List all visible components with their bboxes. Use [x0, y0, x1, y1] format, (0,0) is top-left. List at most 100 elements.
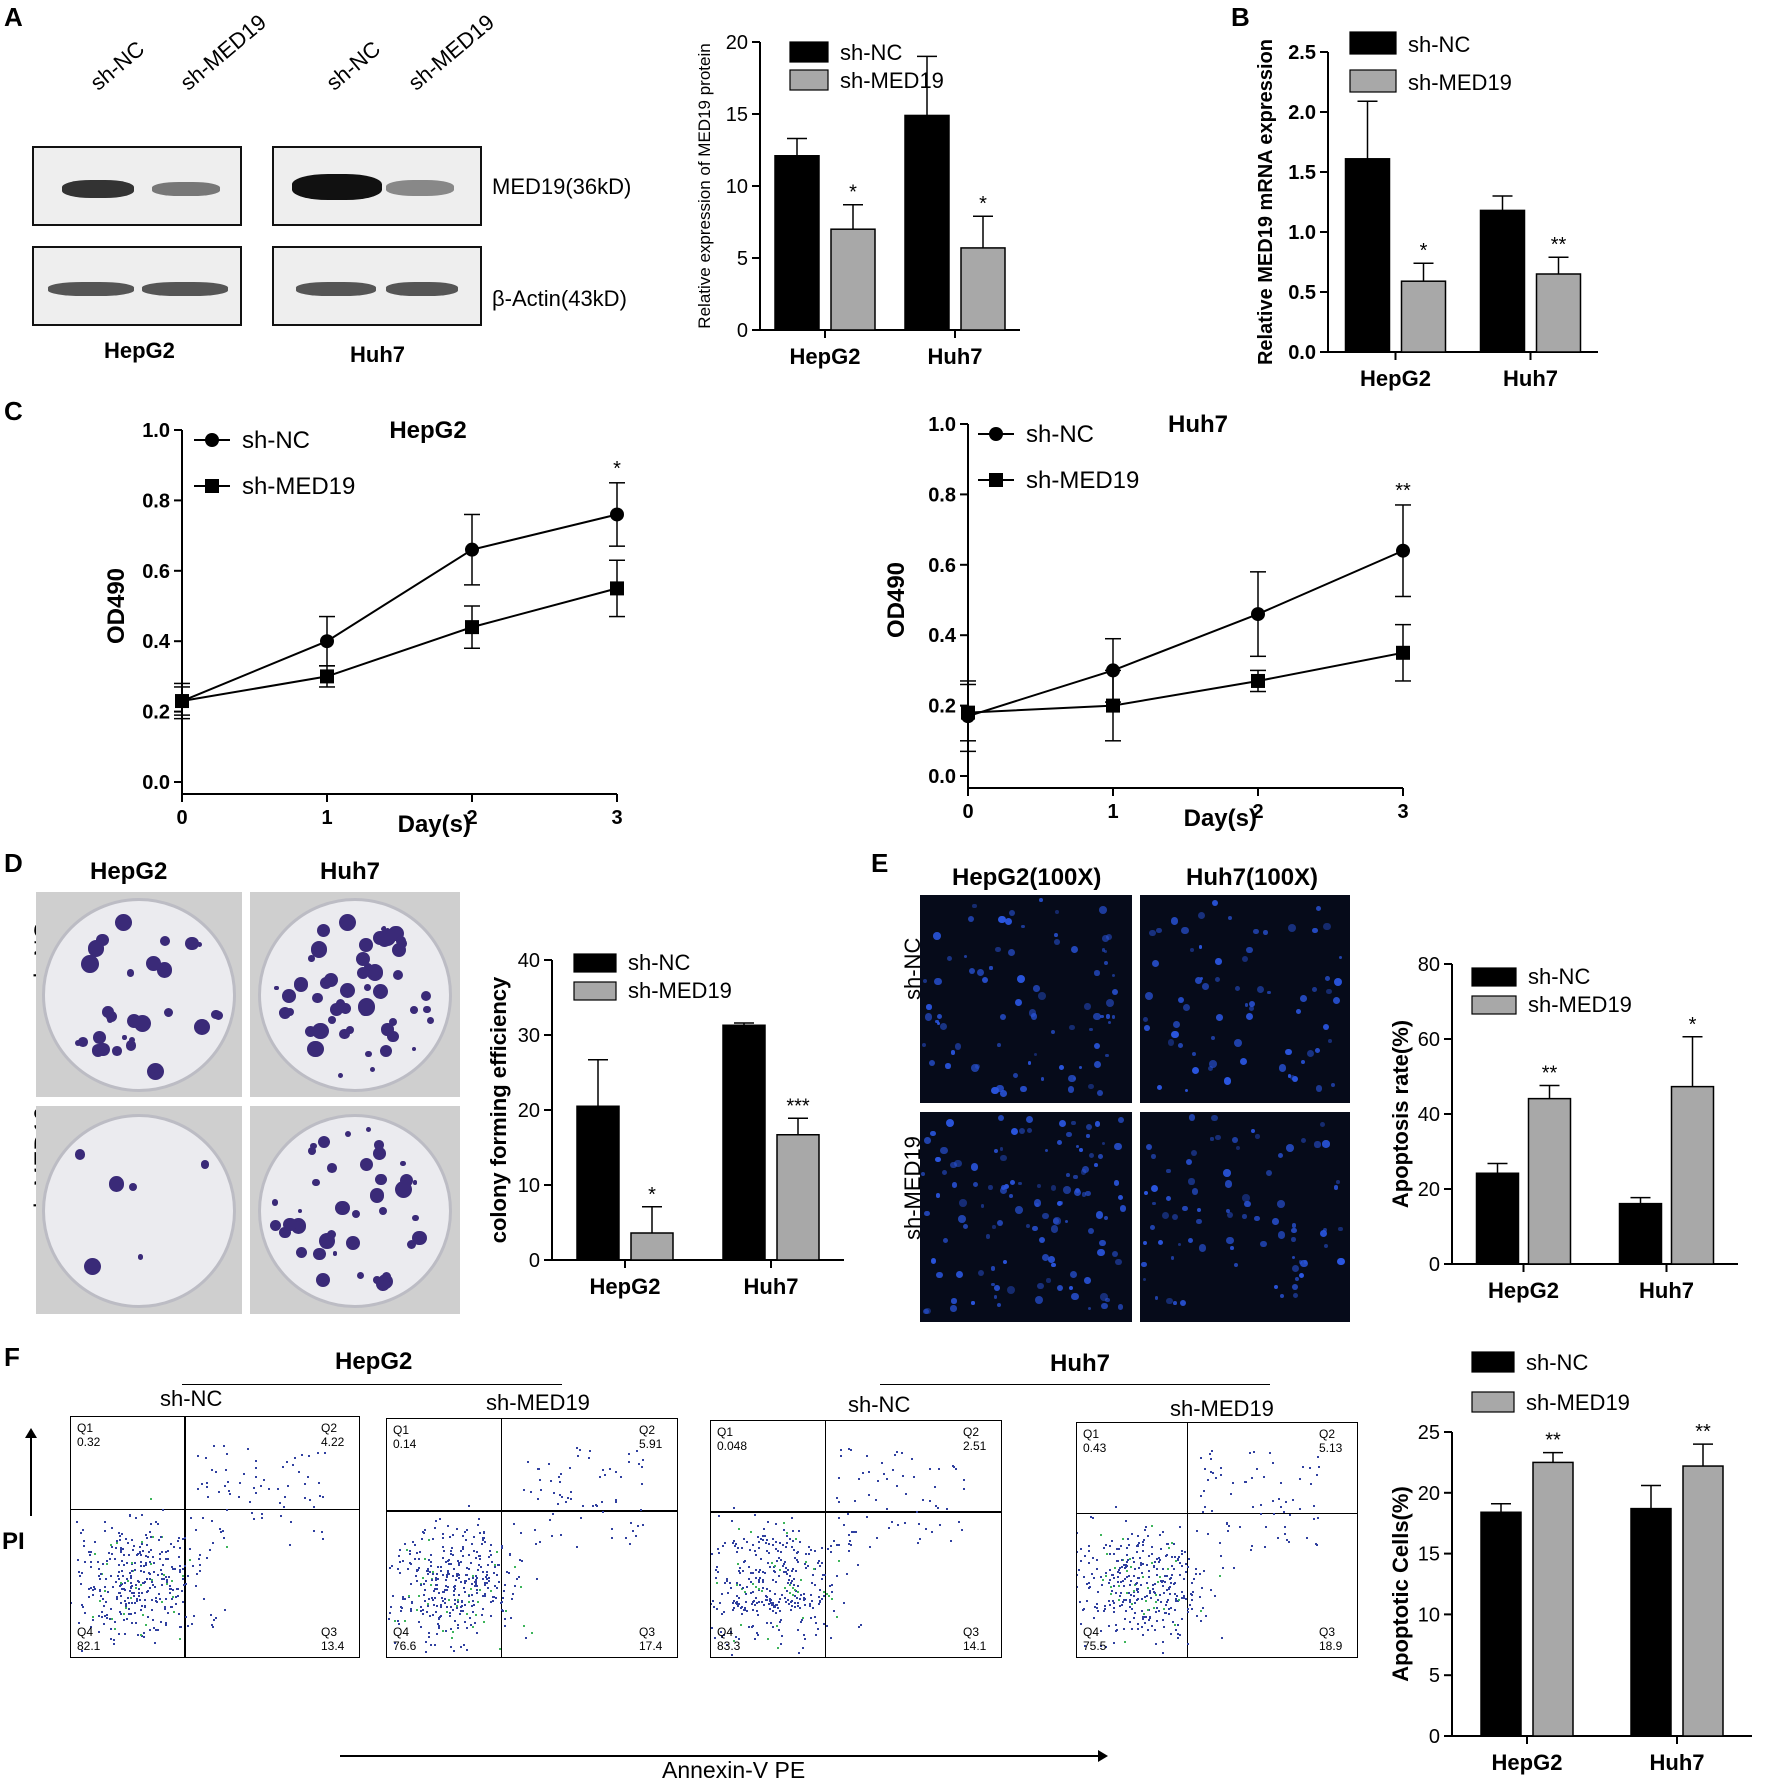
event-dot — [830, 1545, 832, 1547]
event-dot — [758, 1581, 760, 1583]
event-dot — [187, 1625, 189, 1627]
event-dot — [810, 1549, 812, 1551]
event-dot — [1126, 1592, 1128, 1594]
event-dot — [1153, 1607, 1155, 1609]
event-dot — [553, 1492, 555, 1494]
event-dot — [445, 1630, 447, 1632]
event-dot — [484, 1595, 486, 1597]
data-point — [320, 634, 334, 648]
event-dot — [1124, 1578, 1126, 1580]
event-dot — [301, 1454, 303, 1456]
event-dot — [1175, 1598, 1177, 1600]
event-dot — [1251, 1477, 1253, 1479]
event-dot — [755, 1577, 757, 1579]
panel-letter-c: C — [4, 396, 23, 427]
event-dot — [166, 1579, 168, 1581]
event-dot — [917, 1542, 919, 1544]
nucleus — [926, 1004, 931, 1009]
event-dot — [458, 1574, 460, 1576]
event-dot — [738, 1570, 740, 1572]
event-dot — [1138, 1577, 1140, 1579]
event-dot — [128, 1602, 130, 1604]
event-dot — [400, 1606, 402, 1608]
event-dot — [519, 1559, 521, 1561]
y-arrow — [30, 1432, 32, 1516]
event-dot — [215, 1617, 217, 1619]
event-dot — [410, 1610, 412, 1612]
event-dot — [1162, 1641, 1164, 1643]
colony — [201, 1160, 209, 1168]
event-dot — [1144, 1622, 1146, 1624]
event-dot — [1133, 1595, 1135, 1597]
legend-label: sh-MED19 — [628, 978, 732, 1003]
event-dot — [146, 1578, 148, 1580]
event-dot — [1130, 1594, 1132, 1596]
event-dot — [1096, 1559, 1098, 1561]
legend-label: sh-NC — [1528, 964, 1590, 989]
event-dot — [161, 1584, 163, 1586]
event-dot — [1210, 1458, 1212, 1460]
event-dot — [772, 1544, 774, 1546]
x-tick-label: Huh7 — [1639, 1278, 1694, 1303]
bar — [1620, 1204, 1662, 1264]
event-dot — [130, 1613, 132, 1615]
event-dot — [386, 1535, 387, 1537]
legend-swatch — [790, 42, 828, 62]
event-dot — [1168, 1587, 1170, 1589]
event-dot — [477, 1569, 479, 1571]
nucleus — [1027, 1128, 1032, 1133]
event-dot — [482, 1571, 484, 1573]
event-dot — [746, 1541, 748, 1543]
event-dot — [121, 1533, 123, 1535]
nucleus — [1017, 975, 1025, 983]
event-dot — [133, 1545, 135, 1547]
event-dot — [763, 1528, 765, 1530]
event-dot — [792, 1540, 794, 1542]
event-dot — [1164, 1575, 1166, 1577]
flow-y-label: PI — [2, 1528, 25, 1556]
event-dot — [124, 1582, 126, 1584]
event-dot — [425, 1651, 427, 1653]
event-dot — [435, 1520, 437, 1522]
event-dot — [737, 1605, 739, 1607]
event-dot — [1111, 1574, 1113, 1576]
event-dot — [155, 1600, 157, 1602]
event-dot — [212, 1542, 214, 1544]
event-dot — [461, 1601, 463, 1603]
quadrant-name: Q1 — [1083, 1427, 1099, 1441]
event-dot — [785, 1601, 787, 1603]
event-dot — [1179, 1634, 1181, 1636]
event-dot — [490, 1590, 492, 1592]
event-dot — [145, 1534, 147, 1536]
event-dot — [472, 1600, 474, 1602]
nucleus — [1166, 1298, 1173, 1305]
cell-label: HepG2 — [104, 338, 175, 364]
event-dot — [741, 1547, 743, 1549]
event-dot — [161, 1601, 163, 1603]
nucleus — [1292, 1265, 1299, 1272]
event-dot — [398, 1555, 400, 1557]
event-dot — [460, 1561, 462, 1563]
y-tick-label: 40 — [518, 950, 540, 972]
event-dot — [818, 1596, 820, 1598]
event-dot — [1153, 1566, 1155, 1568]
event-dot — [795, 1570, 797, 1572]
event-dot — [121, 1588, 123, 1590]
event-dot — [740, 1607, 742, 1609]
event-dot — [109, 1618, 111, 1620]
significance-mark: * — [979, 193, 987, 215]
event-dot — [1309, 1467, 1311, 1469]
event-dot — [465, 1539, 467, 1541]
bar — [777, 1135, 819, 1260]
event-dot — [819, 1565, 821, 1567]
bar — [775, 156, 819, 330]
event-dot — [1168, 1608, 1170, 1610]
event-dot — [595, 1504, 597, 1506]
nucleus — [947, 956, 952, 961]
event-dot — [404, 1543, 406, 1545]
event-dot — [442, 1630, 444, 1632]
event-dot — [165, 1624, 167, 1626]
band — [62, 180, 134, 198]
